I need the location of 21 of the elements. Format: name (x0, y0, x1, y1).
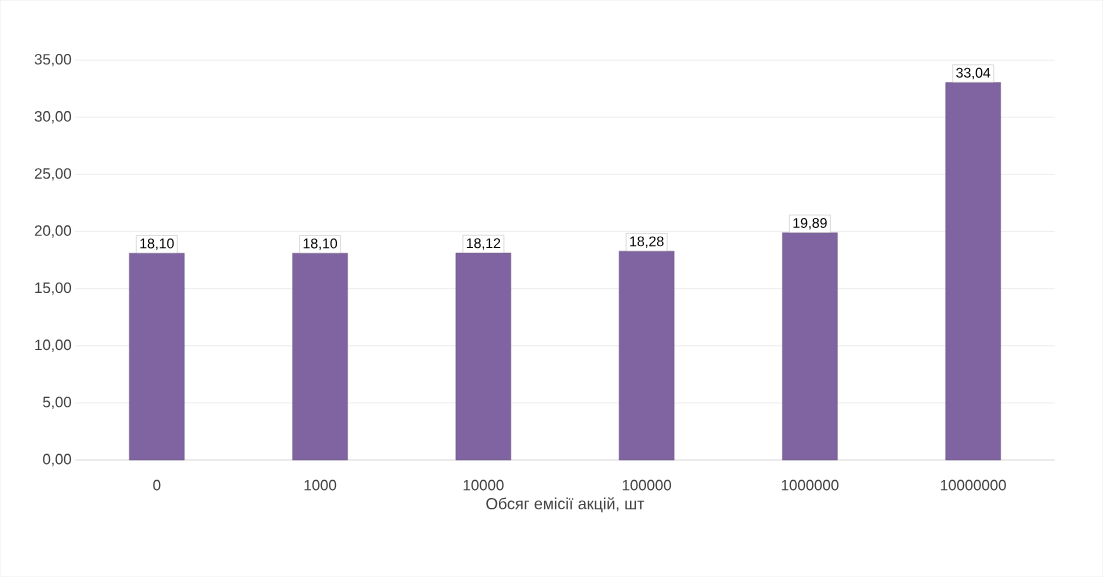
data-label: 18,10 (303, 238, 338, 250)
y-tick-label: 35,00 (34, 53, 72, 67)
x-axis-title: Обсяг емісії акцій, шт (486, 497, 645, 513)
y-tick-label: 10,00 (35, 339, 72, 352)
y-tick-label: 30,00 (34, 111, 72, 124)
x-tick-label: 100000 (622, 479, 672, 491)
x-tick-label: 1000000 (781, 479, 839, 491)
y-tick-label: 15,00 (35, 282, 72, 295)
data-label: 33,04 (956, 67, 991, 80)
x-tick-label: 10000000 (940, 479, 1006, 491)
data-label: 18,12 (466, 238, 501, 250)
x-tick-label: 0 (153, 479, 161, 491)
y-tick-label: 25,00 (34, 168, 72, 181)
data-label: 18,28 (630, 236, 664, 248)
y-tick-label: 20,00 (34, 225, 72, 238)
x-tick-label: 10000 (463, 479, 504, 491)
y-tick-label: 0,00 (43, 453, 72, 467)
x-tick-label: 1000 (304, 479, 337, 491)
data-label: 19,89 (793, 217, 827, 230)
y-tick-label: 5,00 (43, 396, 72, 410)
data-label: 18,10 (140, 238, 174, 250)
